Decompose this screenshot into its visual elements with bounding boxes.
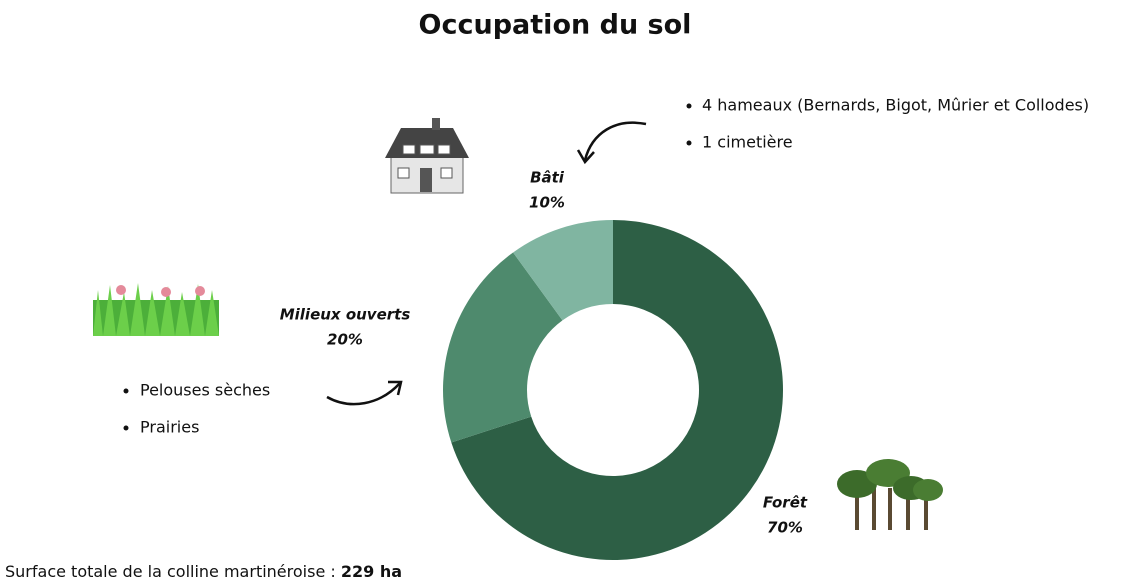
value-label: 20%: [327, 331, 363, 349]
chart-title: Occupation du sol: [419, 10, 692, 41]
slice-label: Bâti: [530, 169, 565, 187]
value-label: 10%: [529, 194, 565, 212]
footer: Surface totale de la colline martinérois…: [5, 562, 402, 581]
arrow: [585, 123, 646, 160]
bullet: [124, 389, 129, 394]
slice-label: Milieux ouverts: [280, 306, 411, 324]
note: 4 hameaux (Bernards, Bigot, Mûrier et Co…: [702, 96, 1089, 115]
chart: Occupation du sol: [0, 0, 1139, 583]
footer-total: 229 ha: [341, 562, 402, 581]
trees-icon: [837, 459, 943, 530]
bullet: [687, 104, 692, 109]
value-label: 70%: [767, 519, 803, 537]
note: Prairies: [140, 418, 199, 437]
note: 1 cimetière: [702, 133, 793, 152]
slice-label: Forêt: [763, 494, 808, 512]
bullet: [124, 426, 129, 431]
arrow: [327, 383, 400, 404]
grass-icon: [93, 283, 219, 336]
house-icon: [385, 118, 469, 193]
bullet: [687, 141, 692, 146]
page: Occupation du sol: [0, 0, 1139, 583]
note: Pelouses sèches: [140, 381, 270, 400]
footer-text: Surface totale de la colline martinérois…: [5, 562, 341, 581]
